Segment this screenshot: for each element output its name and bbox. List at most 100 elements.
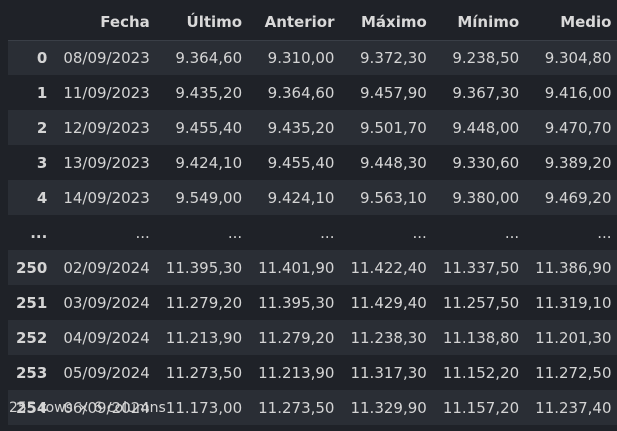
index-cell: 0 (36, 48, 48, 67)
dataframe-table: Fecha Último Anterior Máximo Mínimo Medi… (8, 5, 617, 425)
maximo-cell: ... (412, 223, 427, 242)
anterior-cell: 9.310,00 (267, 48, 335, 67)
maximo-cell: 11.422,40 (350, 258, 427, 277)
ultimo-cell: 9.435,20 (175, 83, 243, 102)
medio-cell: 11.201,30 (535, 328, 612, 347)
medio-cell: 9.470,70 (544, 118, 612, 137)
table-row: 251 03/09/2024 11.279,20 11.395,30 11.429,40… (8, 285, 617, 320)
minimo-cell: 9.238,50 (452, 48, 520, 67)
fecha-cell: 11/09/2023 (63, 83, 150, 102)
anterior-cell: 11.401,90 (258, 258, 335, 277)
maximo-cell: 11.317,30 (350, 363, 427, 382)
fecha-cell: ... (135, 223, 150, 242)
minimo-cell: 11.157,20 (442, 398, 520, 417)
index-header (8, 5, 56, 41)
header-row: Fecha Último Anterior Máximo Mínimo Medi… (8, 5, 617, 41)
index-cell: 252 (16, 328, 48, 347)
anterior-cell: 9.455,40 (267, 153, 335, 172)
column-header-anterior: Anterior (250, 5, 343, 41)
column-header-fecha: Fecha (55, 5, 158, 41)
anterior-cell: 11.213,90 (258, 363, 335, 382)
column-header-medio: Medio (527, 5, 617, 41)
fecha-cell: 12/09/2023 (63, 118, 150, 137)
medio-cell: 11.237,40 (535, 398, 612, 417)
ultimo-cell: 9.364,60 (175, 48, 243, 67)
fecha-cell: 08/09/2023 (63, 48, 150, 67)
ultimo-cell: ... (227, 223, 243, 242)
minimo-cell: 9.367,30 (452, 83, 520, 102)
index-cell: 250 (16, 258, 48, 277)
table-row: 250 02/09/2024 11.395,30 11.401,90 11.422,40… (8, 250, 617, 285)
anterior-cell: 9.435,20 (267, 118, 335, 137)
ultimo-cell: 11.273,50 (165, 363, 243, 382)
anterior-cell: 11.279,20 (258, 328, 335, 347)
minimo-cell: ... (504, 223, 520, 242)
column-header-maximo: Máximo (342, 5, 435, 41)
fecha-cell: 02/09/2024 (63, 258, 150, 277)
column-header-minimo: Mínimo (434, 5, 528, 41)
medio-cell: 11.319,10 (535, 293, 612, 312)
ultimo-cell: 9.455,40 (175, 118, 243, 137)
minimo-cell: 11.337,50 (442, 258, 520, 277)
index-cell: 4 (36, 188, 48, 207)
index-cell: 253 (16, 363, 48, 382)
fecha-cell: 14/09/2023 (63, 188, 150, 207)
minimo-cell: 11.138,80 (442, 328, 520, 347)
index-cell: 251 (16, 293, 48, 312)
medio-cell: 9.469,20 (544, 188, 612, 207)
minimo-cell: 11.152,20 (442, 363, 520, 382)
minimo-cell: 9.380,00 (452, 188, 520, 207)
maximo-cell: 11.238,30 (350, 328, 427, 347)
fecha-cell: 06/09/2024 (63, 398, 150, 417)
anterior-cell: 11.395,30 (258, 293, 335, 312)
fecha-cell: 04/09/2024 (63, 328, 150, 347)
table-row: ..................... (8, 215, 617, 250)
maximo-cell: 11.429,40 (350, 293, 427, 312)
maximo-cell: 9.563,10 (360, 188, 427, 207)
maximo-cell: 11.329,90 (350, 398, 427, 417)
index-cell: 1 (36, 83, 48, 102)
anterior-cell: 11.273,50 (258, 398, 335, 417)
medio-cell: 9.416,00 (544, 83, 612, 102)
table-row: 253 05/09/2024 11.273,50 11.213,90 11.317,30… (8, 355, 617, 390)
ultimo-cell: 11.279,20 (165, 293, 243, 312)
minimo-cell: 9.448,00 (452, 118, 520, 137)
ultimo-cell: 11.395,30 (165, 258, 243, 277)
table-row: 4 14/09/2023 9.549,00 9.424,10 9.563,10 9.380… (8, 180, 617, 215)
index-cell: ... (30, 223, 48, 242)
index-cell: 2 (36, 118, 48, 137)
dataframe-shape-summary: 255 rows × 6 columns (9, 400, 166, 416)
column-header-ultimo: Último (157, 5, 251, 41)
fecha-cell: 05/09/2024 (63, 363, 150, 382)
index-cell: 254 (16, 398, 48, 417)
table-row: 2 12/09/2023 9.455,40 9.435,20 9.501,70 9.448… (8, 110, 617, 145)
ultimo-cell: 9.549,00 (175, 188, 243, 207)
maximo-cell: 9.501,70 (360, 118, 427, 137)
ultimo-cell: 11.173,00 (165, 398, 243, 417)
ultimo-cell: 11.213,90 (165, 328, 243, 347)
medio-cell: 11.386,90 (535, 258, 612, 277)
minimo-cell: 9.330,60 (452, 153, 520, 172)
table-row: 252 04/09/2024 11.213,90 11.279,20 11.238,30… (8, 320, 617, 355)
table-row: 254 06/09/2024 11.173,00 11.273,50 11.329,90… (8, 390, 617, 425)
anterior-cell: ... (320, 223, 335, 242)
table-row: 3 13/09/2023 9.424,10 9.455,40 9.448,30 9.330… (8, 145, 617, 180)
medio-cell: 9.304,80 (544, 48, 612, 67)
anterior-cell: 9.364,60 (267, 83, 335, 102)
medio-cell: 9.389,20 (544, 153, 612, 172)
table-row: 0 08/09/2023 9.364,60 9.310,00 9.372,30 9.238… (8, 40, 617, 75)
anterior-cell: 9.424,10 (267, 188, 335, 207)
medio-cell: 11.272,50 (535, 363, 612, 382)
maximo-cell: 9.457,90 (360, 83, 427, 102)
fecha-cell: 03/09/2024 (63, 293, 150, 312)
ultimo-cell: 9.424,10 (175, 153, 243, 172)
fecha-cell: 13/09/2023 (63, 153, 150, 172)
medio-cell: ... (597, 223, 612, 242)
table-row: 1 11/09/2023 9.435,20 9.364,60 9.457,90 9.367… (8, 75, 617, 110)
maximo-cell: 9.448,30 (360, 153, 427, 172)
maximo-cell: 9.372,30 (360, 48, 427, 67)
index-cell: 3 (36, 153, 48, 172)
table-body: 0 08/09/2023 9.364,60 9.310,00 9.372,30 9.238… (8, 40, 617, 425)
minimo-cell: 11.257,50 (442, 293, 520, 312)
